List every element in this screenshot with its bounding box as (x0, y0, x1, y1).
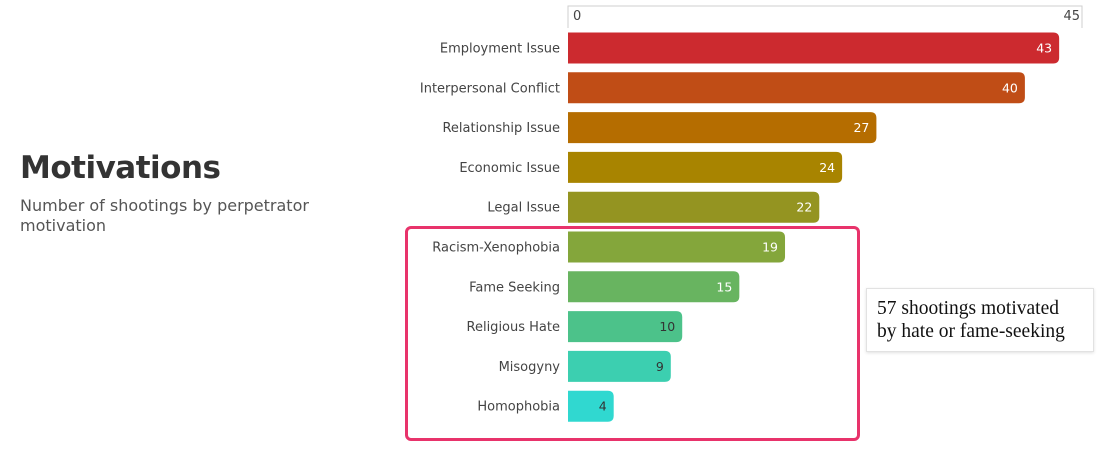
bar (568, 350, 671, 382)
bar (568, 112, 877, 144)
bar-value-label: 43 (1036, 41, 1052, 56)
bar (568, 32, 1060, 64)
category-label: Homophobia (477, 400, 560, 415)
x-tick-label: 0 (573, 9, 581, 24)
bar-value-label: 15 (716, 279, 732, 294)
annotation-line-1: 57 shootings motivated (877, 298, 1059, 319)
category-label: Legal Issue (487, 201, 560, 216)
annotation-line-2: by hate or fame-seeking (877, 321, 1065, 342)
x-axis-frame (567, 5, 1083, 28)
category-label: Employment Issue (440, 42, 560, 57)
category-label: Religious Hate (467, 320, 560, 335)
bar-value-label: 9 (656, 359, 664, 374)
bar-value-label: 19 (762, 240, 778, 255)
bar (568, 390, 614, 422)
x-tick-label: 45 (1063, 9, 1080, 24)
bar (568, 72, 1025, 104)
bar-value-label: 4 (599, 399, 607, 414)
bar (568, 271, 740, 303)
bar (568, 191, 820, 223)
chart-title: Motivations (20, 150, 221, 186)
bar-value-label: 22 (796, 200, 812, 215)
highlight-box (405, 226, 860, 441)
category-label: Fame Seeking (469, 280, 560, 295)
bar-value-label: 24 (819, 160, 835, 175)
bar-value-label: 40 (1002, 80, 1018, 95)
title-block: Motivations Number of shootings by perpe… (20, 148, 380, 236)
bar-value-label: 27 (853, 120, 869, 135)
bar-value-label: 10 (659, 319, 675, 334)
chart-subtitle: Number of shootings by perpetrator motiv… (20, 196, 309, 235)
bar (568, 311, 683, 343)
bar (568, 151, 843, 183)
bar (568, 231, 786, 263)
category-label: Economic Issue (459, 161, 560, 176)
category-label: Relationship Issue (442, 121, 560, 136)
annotation-box: 57 shootings motivated by hate or fame-s… (866, 288, 1094, 352)
category-label: Misogyny (499, 360, 561, 375)
category-label: Interpersonal Conflict (420, 81, 560, 96)
category-label: Racism-Xenophobia (432, 241, 560, 256)
